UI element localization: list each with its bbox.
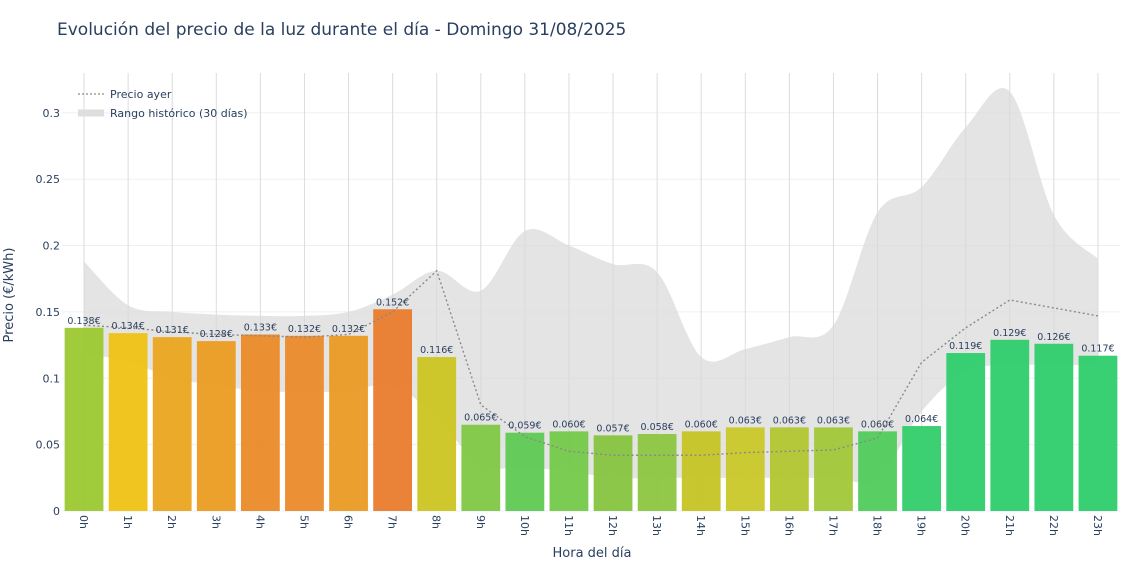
bar-value-label: 0.116€ [420,345,453,356]
x-tick-label: 1h [121,515,134,529]
bar-value-label: 0.063€ [817,415,850,426]
x-tick-label: 10h [518,515,531,536]
bar-value-label: 0.117€ [1081,344,1114,355]
price-bar [329,335,368,511]
x-tick-label: 14h [694,515,707,536]
price-bar [196,341,236,511]
price-bar [549,431,589,511]
bar-value-label: 0.138€ [67,316,100,327]
x-tick-label: 0h [77,515,90,529]
x-tick-label: 19h [915,515,928,536]
legend: Precio ayer Rango histórico (30 días) [78,88,248,120]
x-tick-label: 18h [871,515,884,536]
legend-label-rango-historico: Rango histórico (30 días) [110,107,248,120]
bar-value-label: 0.133€ [244,322,277,333]
x-axis-label: Hora del día [553,546,632,561]
price-bar [285,335,324,511]
price-bar [725,427,765,511]
x-tick-label: 8h [430,515,443,529]
price-bar [152,337,192,511]
bar-value-label: 0.057€ [596,423,629,434]
bar-value-label: 0.131€ [156,325,189,336]
bar-value-label: 0.064€ [905,414,938,425]
bar-value-label: 0.060€ [685,419,718,430]
price-bars [64,309,1118,511]
legend-label-precio-ayer: Precio ayer [110,88,172,101]
x-tick-label: 15h [738,515,751,536]
axes: 0 0.05 0.1 0.15 0.2 0.25 0.3 0h 1h 2h 3h 4h 5h 6h 7h 8h… [36,107,1104,536]
price-bar [637,434,677,511]
bar-value-label: 0.152€ [376,297,409,308]
bar-value-label: 0.129€ [993,328,1026,339]
y-tick-label: 0.25 [36,173,61,186]
price-bar [417,357,457,511]
price-bar [681,431,721,511]
x-tick-label: 13h [650,515,663,536]
price-bar [593,435,633,511]
bar-value-label: 0.119€ [949,341,982,352]
bar-value-label: 0.132€ [288,324,321,335]
bar-value-label: 0.126€ [1037,332,1070,343]
bar-value-label: 0.059€ [508,421,541,432]
historical-range-band [84,88,1098,483]
y-tick-label: 0.15 [36,306,61,319]
x-tick-label: 12h [606,515,619,536]
y-axis-label: Precio (€/kWh) [2,248,17,343]
price-bar [461,424,501,511]
chart-title: Evolución del precio de la luz durante e… [57,20,627,40]
x-tick-label: 21h [1003,515,1016,536]
x-tick-label: 6h [342,515,355,529]
price-bar [1078,355,1118,511]
x-tick-label: 16h [782,515,795,536]
x-tick-label: 11h [562,515,575,536]
x-tick-label: 2h [165,515,178,529]
bar-value-label: 0.058€ [641,422,674,433]
bar-value-label: 0.134€ [112,321,145,332]
y-tick-label: 0.05 [36,439,61,452]
bar-value-label: 0.060€ [552,419,585,430]
price-bar [946,353,986,511]
bar-value-labels: 0.138€ 0.134€ 0.131€ 0.128€ 0.133€ 0.132€ 0.13… [67,297,1114,434]
x-tick-label: 17h [826,515,839,536]
x-tick-label: 3h [209,515,222,529]
price-bar [373,309,413,511]
bar-value-label: 0.132€ [332,324,365,335]
price-bar [858,431,897,511]
price-bar [505,432,545,511]
price-bar [64,327,104,511]
price-bar [1034,343,1074,511]
y-tick-label: 0.2 [43,240,61,253]
x-tick-label: 9h [474,515,487,529]
price-bar [902,426,942,511]
price-bar [990,339,1030,511]
bar-value-label: 0.063€ [773,415,806,426]
x-tick-label: 20h [959,515,972,536]
price-bar [769,427,809,511]
y-tick-label: 0.1 [43,372,61,385]
x-tick-label: 22h [1047,515,1060,536]
bar-value-label: 0.060€ [861,419,894,430]
historical-range-area [84,88,1098,483]
x-tick-label: 4h [253,515,266,529]
bar-value-label: 0.065€ [464,413,497,424]
bar-value-label: 0.128€ [200,329,233,340]
bar-value-label: 0.063€ [729,415,762,426]
x-tick-label: 5h [297,515,310,529]
price-bar [240,334,280,511]
x-tick-label: 23h [1091,515,1104,536]
y-tick-label: 0 [53,505,60,518]
y-tick-label: 0.3 [43,107,61,120]
price-bar [108,333,148,511]
price-bar [814,427,853,511]
x-tick-label: 7h [386,515,399,529]
